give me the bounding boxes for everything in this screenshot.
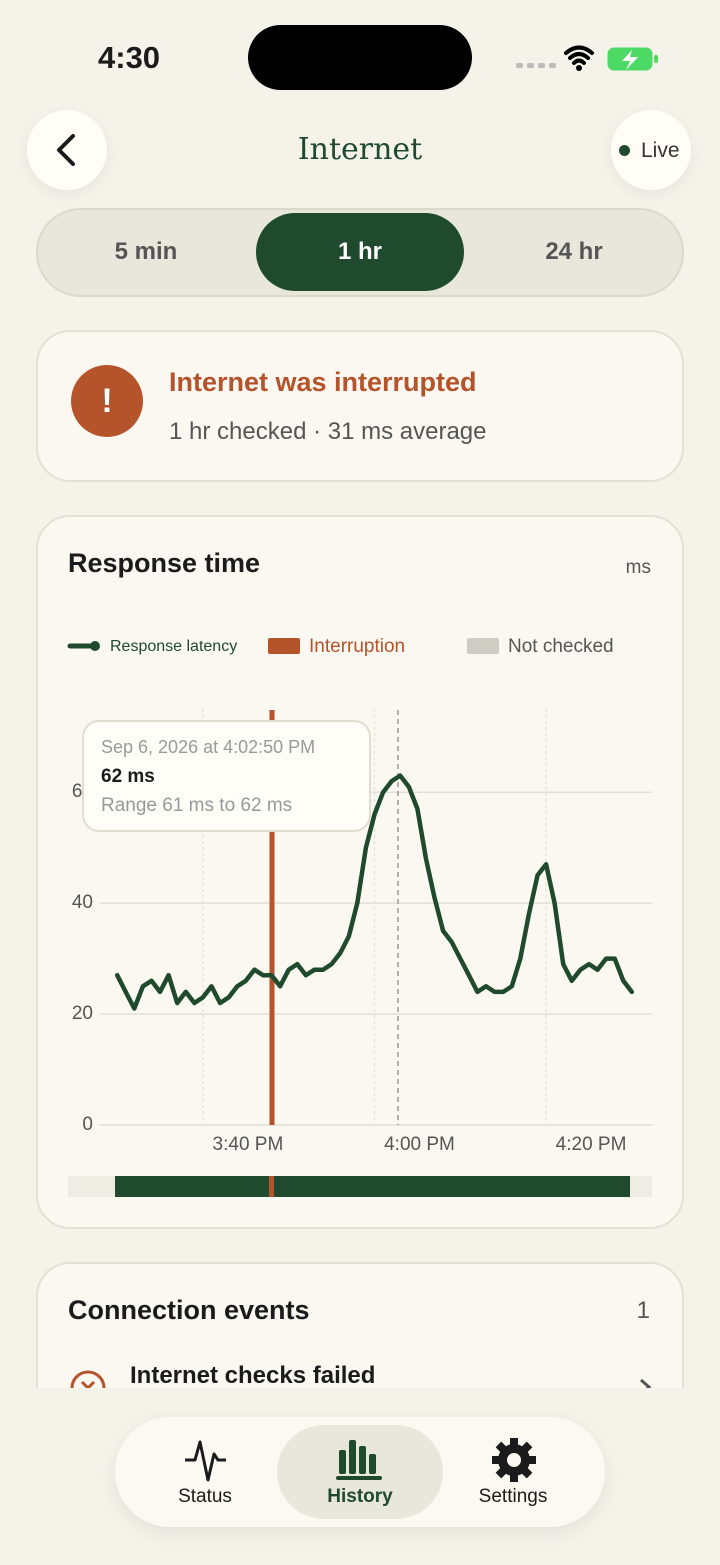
tab-icons	[185, 1438, 536, 1482]
tooltip	[82, 720, 371, 832]
tab-label: Status	[178, 1486, 232, 1507]
live-badge[interactable]: Live	[611, 110, 691, 190]
tab-label: Settings	[478, 1486, 548, 1507]
y-tick-label: 0	[82, 1114, 93, 1135]
live-dot	[619, 145, 630, 156]
tooltip-time: Sep 6, 2026 at 4:02:50 PM	[101, 737, 315, 757]
chevron	[640, 1378, 652, 1388]
event-icon	[70, 1370, 106, 1388]
clock: 4:30	[98, 40, 161, 75]
alert-icon: !	[71, 365, 143, 437]
events-title: Connection events	[68, 1295, 310, 1325]
legend-label: Not checked	[508, 636, 614, 657]
tab-label: History	[327, 1486, 393, 1507]
event-title[interactable]: Internet checks failed	[130, 1362, 376, 1388]
tooltip-value: 62 ms	[101, 766, 155, 787]
events-card	[36, 1262, 684, 1388]
coverage-checked	[115, 1176, 630, 1197]
segment[interactable]: 5 min	[114, 238, 178, 265]
chart-title: Response time	[68, 548, 260, 578]
status-icons	[516, 45, 658, 71]
x-tick-label: 4:00 PM	[384, 1134, 455, 1155]
back-button[interactable]	[27, 110, 107, 190]
events-count: 1	[636, 1297, 650, 1324]
alert-card	[36, 330, 684, 482]
back-icon	[57, 134, 75, 166]
y-tick-label: 20	[72, 1003, 93, 1024]
legend-label: Response latency	[110, 638, 237, 655]
chart: Response time ms Response latency Interr…	[67, 548, 652, 1197]
y-tick-label: 40	[72, 892, 93, 913]
legend-dot	[90, 641, 100, 651]
x-tick-label: 3:40 PM	[213, 1134, 284, 1155]
legend-swatch	[268, 638, 300, 654]
x-tick-label: 4:20 PM	[556, 1134, 627, 1155]
alert-subtitle: 1 hr checked · 31 ms average	[169, 418, 487, 445]
dynamic-island	[248, 25, 472, 90]
live-label: Live	[641, 139, 680, 162]
page-title: Internet	[297, 132, 423, 167]
coverage-interruption	[269, 1176, 274, 1197]
latency-line	[114, 773, 635, 1011]
alert-title: Internet was interrupted	[169, 367, 477, 397]
segment[interactable]: 1 hr	[256, 213, 464, 291]
segment[interactable]: 24 hr	[545, 238, 603, 265]
legend-swatch	[467, 638, 499, 654]
unit-label: ms	[626, 557, 651, 578]
legend-label: Interruption	[309, 636, 405, 657]
scroll-clip: Connection events 1 Internet checks fail…	[0, 1240, 720, 1388]
tooltip-range: Range 61 ms to 62 ms	[101, 795, 292, 816]
